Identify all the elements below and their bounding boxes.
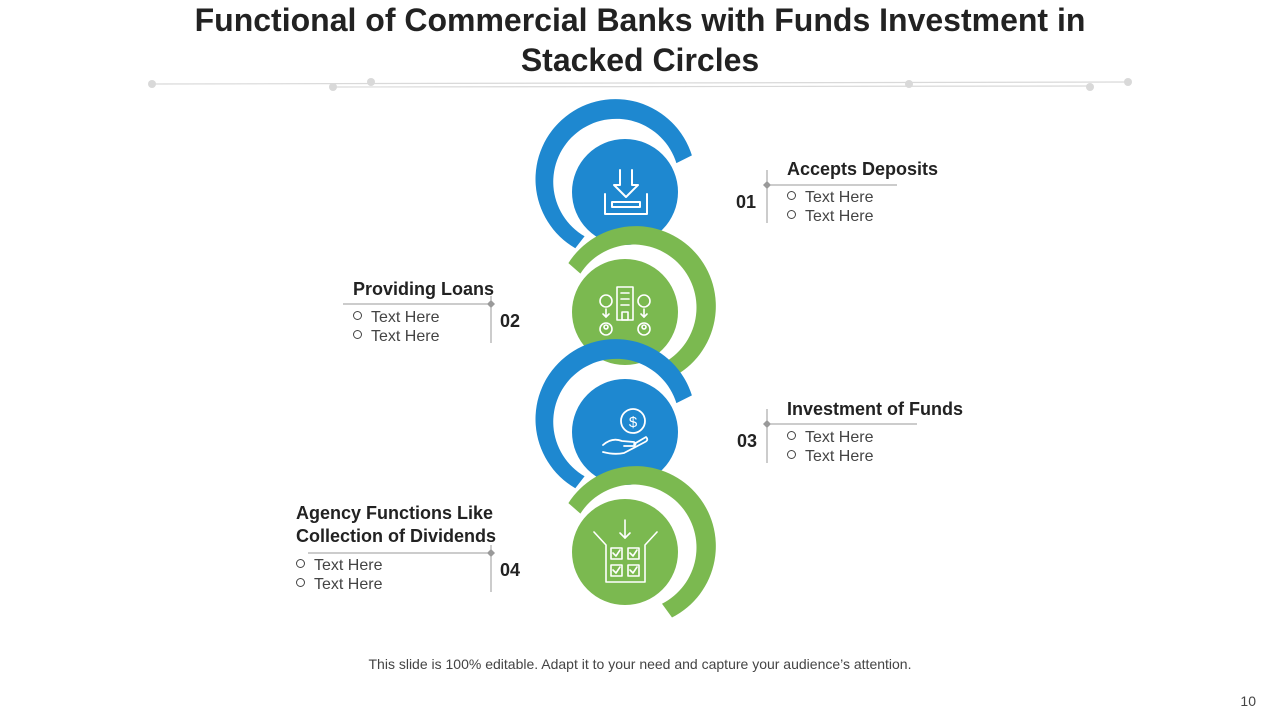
list-item: Text Here — [787, 447, 963, 466]
step-4-circle — [568, 466, 716, 618]
step-3-block: Investment of Funds Text Here Text Here — [787, 398, 963, 466]
step-1-circle — [535, 99, 692, 249]
page-title: Functional of Commercial Banks with Fund… — [194, 2, 1086, 78]
step-3-bullets: Text Here Text Here — [787, 428, 963, 466]
step-4-block: Agency Functions Like Collection of Divi… — [296, 502, 511, 594]
step-4-bullets: Text Here Text Here — [296, 556, 511, 594]
svg-text:$: $ — [629, 414, 638, 431]
step-3-title: Investment of Funds — [787, 399, 964, 419]
step-2-title: Providing Loans — [353, 279, 495, 299]
step-4-title: Agency Functions Like Collection of Divi… — [296, 503, 497, 546]
step-1-bullets: Text Here Text Here — [787, 188, 938, 226]
list-item: Text Here — [787, 207, 938, 226]
hand-dollar-icon — [602, 408, 649, 455]
list-item: Text Here — [787, 428, 963, 447]
step-2-bullets: Text Here Text Here — [353, 308, 494, 346]
checklist-box-icon — [593, 519, 658, 583]
step-1-block: Accepts Deposits Text Here Text Here — [787, 158, 938, 226]
footer-note: This slide is 100% editable. Adapt it to… — [368, 656, 912, 672]
step-4-number: 04 — [500, 560, 521, 580]
step-2-circle — [568, 226, 716, 378]
connector-lines — [308, 170, 917, 592]
page-number: 10 — [1240, 693, 1256, 709]
step-2-block: Providing Loans Text Here Text Here — [353, 278, 494, 346]
list-item: Text Here — [353, 308, 494, 327]
step-3-circle: $ — [535, 339, 692, 489]
list-item: Text Here — [353, 327, 494, 346]
inbox-download-icon — [604, 169, 648, 215]
list-item: Text Here — [296, 575, 511, 594]
bank-loan-icon — [599, 286, 651, 336]
title-divider — [148, 78, 1132, 91]
list-item: Text Here — [787, 188, 938, 207]
step-3-number: 03 — [737, 431, 758, 451]
list-item: Text Here — [296, 556, 511, 575]
step-1-number: 01 — [736, 192, 757, 212]
step-2-number: 02 — [500, 311, 521, 331]
step-1-title: Accepts Deposits — [787, 159, 939, 179]
